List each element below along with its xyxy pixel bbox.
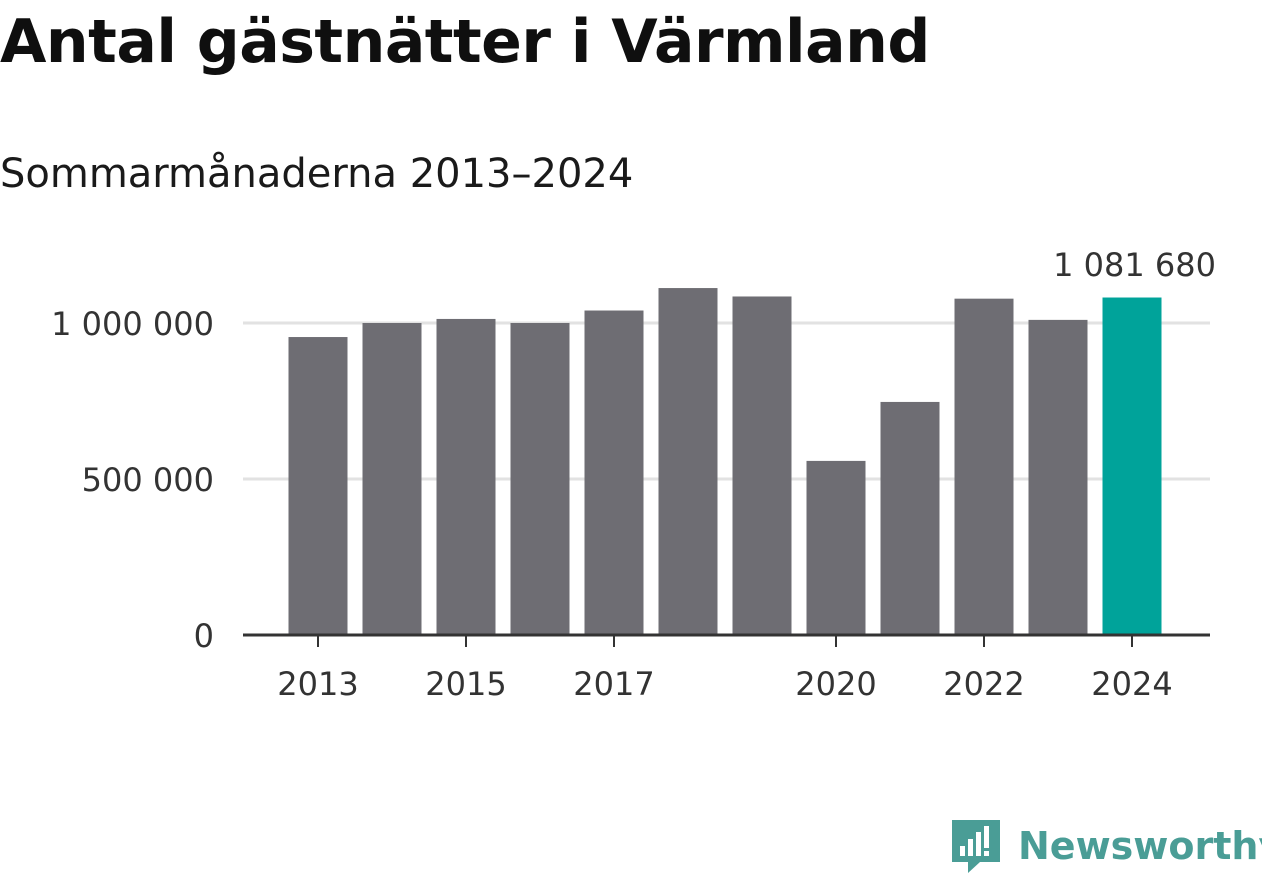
brand-name: Newsworthy <box>1018 824 1262 868</box>
newsworthy-logo: Newsworthy <box>950 818 1262 874</box>
bar-2021 <box>880 401 940 635</box>
chart-subtitle: Sommarmånaderna 2013–2024 <box>0 151 634 197</box>
bar-2023 <box>1028 319 1088 635</box>
bars <box>288 288 1162 635</box>
x-tick-label: 2017 <box>573 665 654 703</box>
x-tick-label: 2015 <box>425 665 506 703</box>
bar-2015 <box>436 318 496 635</box>
x-axis-labels: 2013 2015 2017 2020 2022 2024 <box>277 665 1172 703</box>
bar-2014 <box>362 323 422 635</box>
y-tick-label: 500 000 <box>82 461 214 499</box>
bar-2020 <box>806 460 866 635</box>
x-tick-label: 2022 <box>943 665 1024 703</box>
x-tick-label: 2013 <box>277 665 358 703</box>
data-label: 1 081 680 <box>1053 246 1216 284</box>
bar-2016 <box>510 323 570 635</box>
bar-2024 <box>1102 297 1162 635</box>
bar-2013 <box>288 337 348 635</box>
bar-2022 <box>954 298 1014 635</box>
bar-2019 <box>732 296 792 635</box>
y-tick-label: 1 000 000 <box>51 305 214 343</box>
data-labels: 1 081 680 <box>1053 246 1216 284</box>
bar-2018 <box>658 288 718 635</box>
chart-title: Antal gästnätter i Värmland <box>0 7 930 77</box>
y-axis-labels: 0 500 000 1 000 000 <box>51 305 214 655</box>
x-tick-label: 2024 <box>1091 665 1172 703</box>
x-axis <box>243 633 1210 647</box>
bar-2017 <box>584 310 644 635</box>
y-tick-label: 0 <box>194 617 214 655</box>
newsworthy-logo-icon <box>952 820 1000 873</box>
x-tick-label: 2020 <box>795 665 876 703</box>
